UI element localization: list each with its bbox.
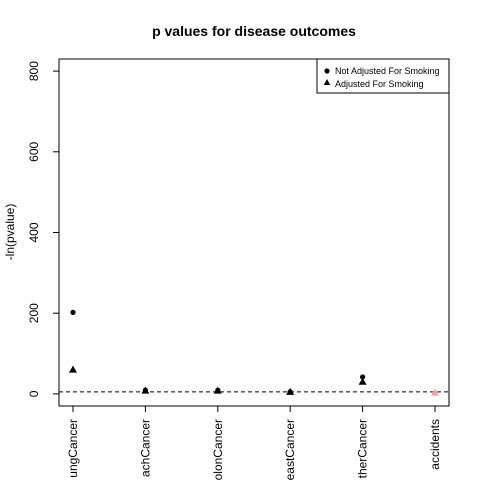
legend: Not Adjusted For Smoking Adjusted For Sm… [316,58,450,94]
point-adjusted [358,377,367,385]
x-tick-label: achCancer [138,419,152,477]
legend-label-adjusted: Adjusted For Smoking [335,79,424,89]
y-tick-label: 400 [27,222,41,242]
x-axis: ungCancer achCancer olonCancer eastCancer th… [66,405,442,480]
x-tick-label: eastCancer [283,419,297,480]
point-not-adjusted [360,374,366,380]
point-adjusted [286,387,295,395]
legend-box [316,58,450,94]
point-adjusted [213,386,222,394]
y-tick-label: 800 [27,61,41,81]
legend-triangle-marker [323,79,331,85]
x-tick-label: ungCancer [66,419,80,478]
point-adjusted [431,388,439,396]
point-not-adjusted [70,309,76,315]
y-tick-label: 600 [27,141,41,161]
point-adjusted [69,365,77,373]
y-tick-label: 200 [27,303,41,323]
y-axis-label: -ln(pvalue) [3,204,17,261]
legend-circle-marker [324,68,330,74]
x-tick-label: olonCancer [211,419,225,480]
chart-title: p values for disease outcomes [152,23,356,39]
data-marks [69,309,439,396]
x-tick-label: therCancer [356,419,370,478]
legend-label-not-adjusted: Not Adjusted For Smoking [335,66,440,76]
x-tick-label: accidents [428,419,442,470]
y-tick-label: 0 [27,390,41,397]
y-axis: 0 200 400 600 800 [27,61,60,397]
plot-frame [58,58,450,407]
point-adjusted [141,386,150,394]
